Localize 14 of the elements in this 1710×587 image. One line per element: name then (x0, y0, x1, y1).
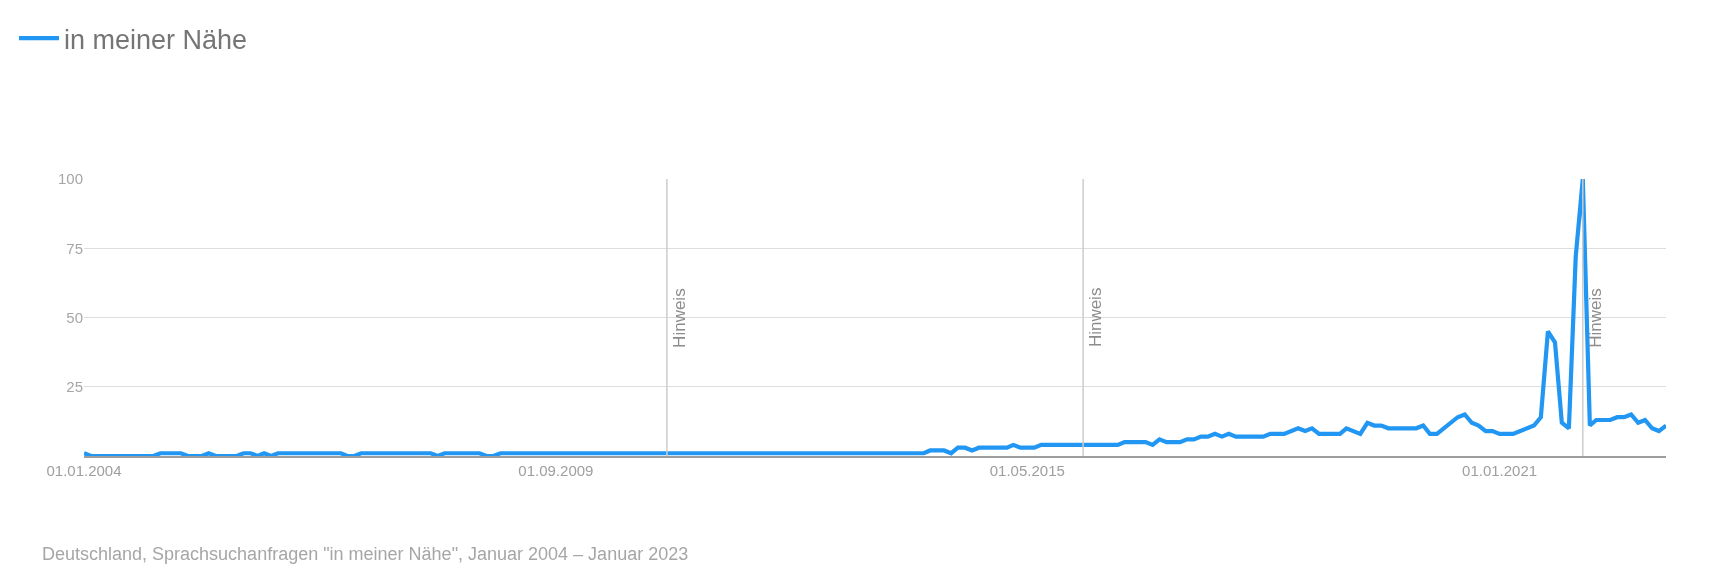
x-tick-label: 01.01.2021 (1462, 461, 1538, 479)
text: Deutschland, Sprachsuchanfragen "in meiner Nähe", Januar 2004 – Januar 2023 (42, 544, 689, 564)
y-tick-label: 50 (66, 308, 83, 326)
ref-line-label: Hinweis (669, 288, 689, 348)
ref-line-label: Hinweis (1086, 287, 1106, 348)
y-tick-label: 75 (66, 239, 83, 257)
x-tick-label: 01.01.2004 (46, 461, 122, 479)
legend-label: in meiner Nähe (64, 24, 248, 55)
y-tick-label: 25 (66, 378, 83, 395)
x-tick-label: 01.09.2009 (518, 461, 594, 479)
x-tick-label: 01.05.2015 (989, 461, 1065, 479)
ref-line-label: Hinweis (1585, 288, 1605, 348)
line-series (84, 179, 1666, 456)
y-tick-label: 100 (57, 170, 83, 188)
